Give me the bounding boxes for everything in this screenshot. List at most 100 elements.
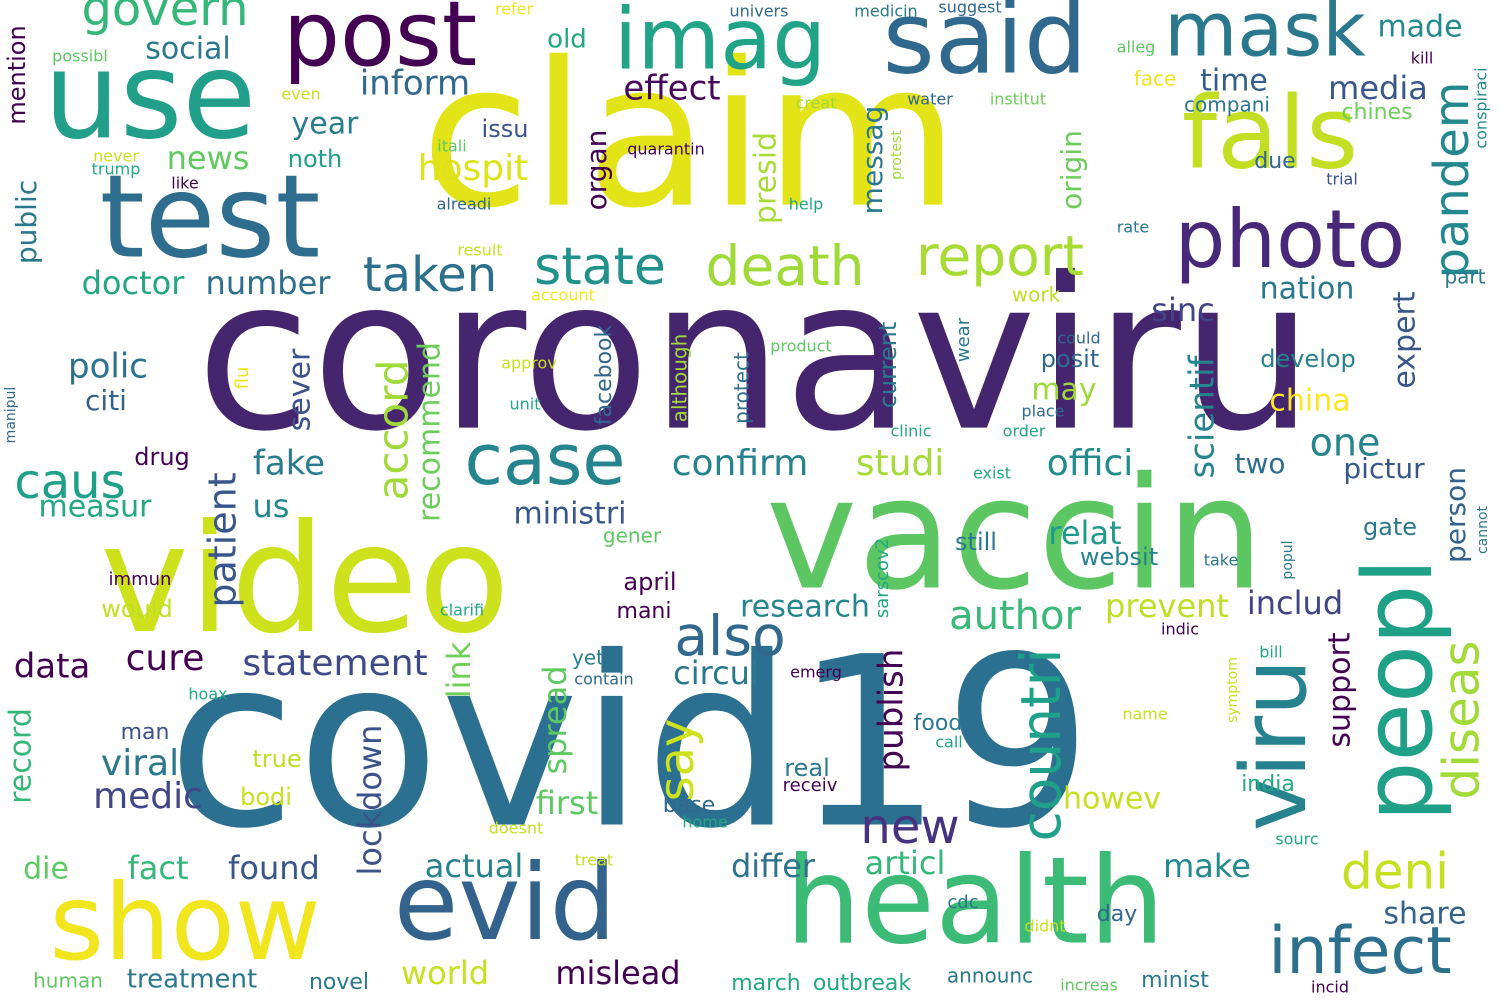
cloud-word-minist: minist: [1141, 968, 1209, 993]
cloud-word-help: help: [789, 195, 824, 214]
cloud-word-fals: fals: [1182, 74, 1358, 191]
cloud-word-spread: spread: [536, 665, 574, 774]
cloud-word-work: work: [1012, 283, 1061, 307]
cloud-word-manipul: manipul: [3, 387, 19, 444]
cloud-word-messag: messag: [856, 106, 889, 215]
cloud-word-chines: chines: [1341, 100, 1412, 125]
cloud-word-trial: trial: [1326, 170, 1358, 189]
cloud-word-social: social: [145, 32, 231, 67]
cloud-word-citi: citi: [85, 384, 127, 417]
cloud-word-die: die: [23, 852, 69, 887]
cloud-word-new: new: [860, 799, 959, 855]
cloud-word-univers: univers: [730, 2, 789, 21]
cloud-word-march: march: [731, 971, 801, 996]
cloud-word-emerg: emerg: [790, 663, 842, 682]
cloud-word-name: name: [1122, 705, 1167, 724]
cloud-word-take: take: [1204, 551, 1239, 570]
cloud-word-accord: accord: [369, 360, 418, 501]
cloud-word-time: time: [1200, 64, 1268, 99]
cloud-word-publish: publish: [872, 649, 912, 772]
cloud-word-contain: contain: [574, 670, 633, 689]
cloud-word-even: even: [281, 85, 320, 104]
cloud-word-posit: posit: [1041, 345, 1100, 373]
cloud-word-incid: incid: [1311, 978, 1349, 997]
cloud-word-product: product: [770, 337, 832, 356]
cloud-word-hospit: hospit: [418, 148, 529, 189]
cloud-word-doesnt: doesnt: [489, 819, 544, 838]
cloud-word-number: number: [206, 264, 332, 302]
cloud-word-websit: websit: [1080, 543, 1158, 571]
cloud-word-like: like: [171, 174, 198, 193]
cloud-word-rate: rate: [1117, 218, 1150, 237]
cloud-word-origin: origin: [1055, 130, 1088, 210]
cloud-word-viral: viral: [101, 743, 179, 784]
cloud-word-could: could: [1057, 329, 1100, 348]
cloud-word-support: support: [1323, 632, 1358, 747]
cloud-word-inform: inform: [360, 64, 470, 104]
cloud-word-test: test: [100, 151, 321, 285]
cloud-word-sarscov2: sarscov2: [872, 538, 893, 618]
cloud-word-old: old: [547, 25, 587, 55]
cloud-word-treatment: treatment: [127, 965, 257, 995]
cloud-word-mention: mention: [3, 25, 31, 124]
cloud-word-approv: approv: [501, 354, 557, 373]
cloud-word-kill: kill: [1411, 49, 1434, 68]
cloud-word-human: human: [33, 969, 103, 993]
cloud-word-nation: nation: [1260, 272, 1355, 307]
cloud-word-one: one: [1310, 421, 1381, 465]
cloud-word-covid19: covid19: [167, 607, 1093, 880]
cloud-word-doctor: doctor: [82, 264, 186, 302]
cloud-word-india: india: [1241, 772, 1295, 797]
cloud-word-part: part: [1444, 265, 1485, 289]
cloud-word-differ: differ: [731, 847, 816, 885]
cloud-word-immun: immun: [109, 569, 172, 590]
cloud-word-govern: govern: [81, 0, 248, 37]
cloud-word-coronaviru: coronaviru: [196, 233, 1314, 478]
cloud-word-receiv: receiv: [783, 775, 838, 796]
cloud-word-bodi: bodi: [240, 783, 292, 811]
cloud-word-although: although: [668, 334, 692, 423]
cloud-word-organ: organ: [580, 130, 613, 211]
cloud-word-world: world: [401, 954, 489, 992]
cloud-word-person: person: [1439, 467, 1472, 563]
cloud-word-lockdown: lockdown: [351, 725, 389, 876]
cloud-word-real: real: [784, 754, 829, 782]
cloud-word-countri: countri: [1009, 648, 1073, 841]
cloud-word-ministri: ministri: [514, 497, 627, 532]
cloud-word-food: food: [914, 711, 963, 736]
cloud-word-bill: bill: [1259, 643, 1283, 662]
cloud-word-account: account: [531, 286, 595, 305]
cloud-word-measur: measur: [38, 490, 152, 525]
cloud-word-fake: fake: [253, 444, 325, 484]
cloud-word-true: true: [252, 745, 301, 773]
cloud-word-cdc: cdc: [947, 892, 978, 913]
cloud-word-media: media: [1328, 69, 1428, 107]
cloud-word-suggest: suggest: [938, 0, 1001, 17]
cloud-word-scientif: scientif: [1183, 354, 1223, 478]
cloud-word-may: may: [1031, 373, 1096, 408]
cloud-word-relat: relat: [1048, 514, 1121, 552]
cloud-word-claim: claim: [421, 20, 959, 253]
cloud-word-creat: creat: [796, 94, 837, 113]
cloud-word-sourc: sourc: [1275, 830, 1318, 849]
cloud-word-refer: refer: [495, 0, 534, 19]
cloud-word-pictur: pictur: [1343, 452, 1425, 485]
cloud-word-noth: noth: [288, 145, 343, 173]
cloud-word-actual: actual: [425, 847, 524, 885]
cloud-word-state: state: [534, 237, 666, 297]
cloud-word-two: two: [1234, 447, 1285, 480]
cloud-word-issu: issu: [482, 115, 529, 143]
cloud-word-deni: deni: [1341, 843, 1449, 901]
cloud-word-patient: patient: [201, 472, 245, 607]
cloud-word-diseas: diseas: [1433, 640, 1491, 799]
cloud-word-symptom: symptom: [1225, 657, 1241, 723]
cloud-word-found: found: [228, 849, 320, 887]
cloud-word-taken: taken: [363, 247, 497, 303]
cloud-word-call: call: [935, 733, 963, 752]
cloud-word-face: face: [1134, 67, 1177, 91]
cloud-word-circul: circul: [673, 654, 759, 692]
cloud-word-expert: expert: [1388, 291, 1423, 389]
cloud-word-facebook: facebook: [592, 325, 617, 426]
cloud-word-video: video: [100, 493, 510, 667]
